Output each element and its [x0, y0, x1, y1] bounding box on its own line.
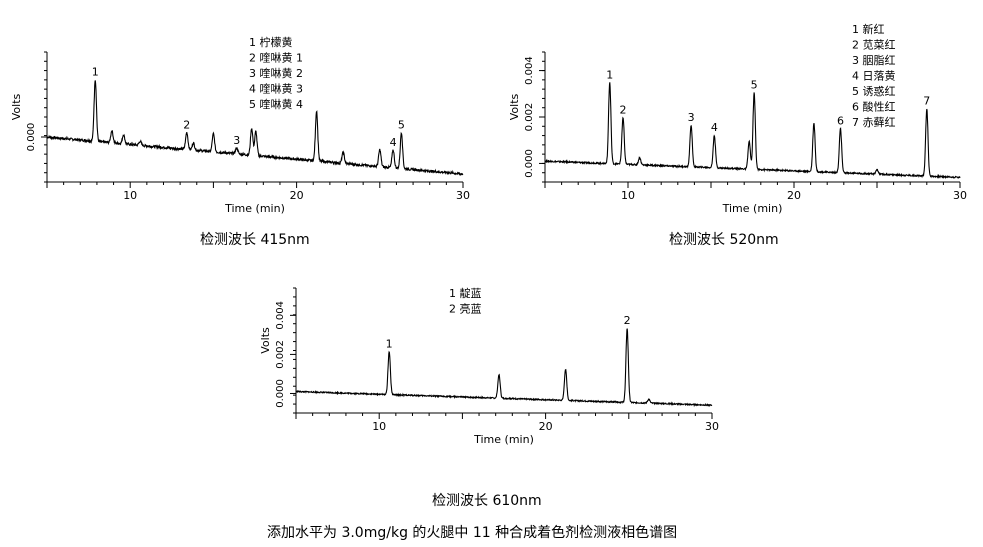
legend-entry: 3 喹啉黄 2 [249, 66, 303, 80]
peak-label: 6 [837, 115, 844, 128]
y-axis-label: Volts [508, 93, 521, 120]
legend-entry: 1 新红 [852, 22, 885, 36]
legend-entry: 2 喹啉黄 1 [249, 51, 303, 65]
legend-entry: 7 赤藓红 [852, 116, 896, 129]
peak-label: 1 [386, 338, 393, 351]
chromatogram-trace [295, 328, 713, 408]
y-tick-label: 0.004 [524, 56, 535, 85]
peak-label: 2 [183, 118, 190, 131]
x-axis-label: Time (min) [224, 202, 285, 215]
legend-entry: 5 喹啉黄 4 [249, 97, 303, 111]
legend-entry: 5 诱惑红 [852, 84, 896, 98]
chromatogram-trace [544, 82, 961, 180]
chromatogram-trace [46, 80, 464, 177]
peak-label: 2 [624, 314, 631, 327]
legend-entry: 6 酸性红 [852, 100, 896, 114]
peak-label: 4 [390, 136, 397, 149]
peak-label: 4 [711, 121, 718, 134]
legend-entry: 4 喹啉黄 3 [249, 82, 303, 96]
x-tick-label: 20 [787, 189, 801, 202]
x-tick-label: 30 [953, 189, 967, 202]
x-tick-label: 10 [372, 420, 386, 433]
peak-label: 7 [923, 95, 930, 108]
legend-entry: 3 胭脂红 [852, 53, 896, 67]
legend-entry: 4 日落黄 [852, 69, 896, 83]
legend-entry: 2 苋菜红 [852, 39, 896, 52]
caption-415nm: 检测波长 415nm [200, 232, 310, 248]
x-axis-label: Time (min) [722, 202, 783, 215]
x-tick-label: 20 [539, 420, 553, 433]
peak-label: 3 [233, 134, 240, 147]
x-tick-label: 30 [705, 420, 719, 433]
y-tick-label: 0.004 [275, 301, 286, 330]
y-axis-label: Volts [259, 327, 272, 354]
y-tick-label: 0.002 [524, 103, 535, 132]
caption-520nm: 检测波长 520nm [669, 232, 779, 248]
x-tick-label: 20 [290, 189, 304, 202]
peak-label: 1 [92, 65, 99, 78]
figure-caption: 添加水平为 3.0mg/kg 的火腿中 11 种合成着色剂检测液相色谱图 [267, 525, 678, 541]
y-tick-label: 0.000 [26, 123, 37, 152]
x-tick-label: 30 [456, 189, 470, 202]
y-axis-label: Volts [10, 93, 23, 120]
peak-label: 5 [751, 79, 758, 92]
x-tick-label: 10 [123, 189, 137, 202]
peak-label: 2 [620, 104, 627, 117]
y-tick-label: 0.000 [524, 149, 535, 178]
legend-entry: 2 亮蓝 [449, 302, 482, 316]
peak-label: 3 [688, 111, 695, 124]
legend-entry: 1 靛蓝 [449, 286, 482, 300]
y-tick-label: 0.000 [275, 379, 286, 408]
peak-label: 1 [606, 68, 613, 81]
peak-label: 5 [398, 119, 405, 132]
x-tick-label: 10 [621, 189, 635, 202]
caption-610nm: 检测波长 610nm [432, 493, 542, 509]
y-tick-label: 0.002 [275, 340, 286, 369]
legend-entry: 1 柠檬黄 [249, 35, 293, 49]
x-axis-label: Time (min) [473, 433, 534, 446]
